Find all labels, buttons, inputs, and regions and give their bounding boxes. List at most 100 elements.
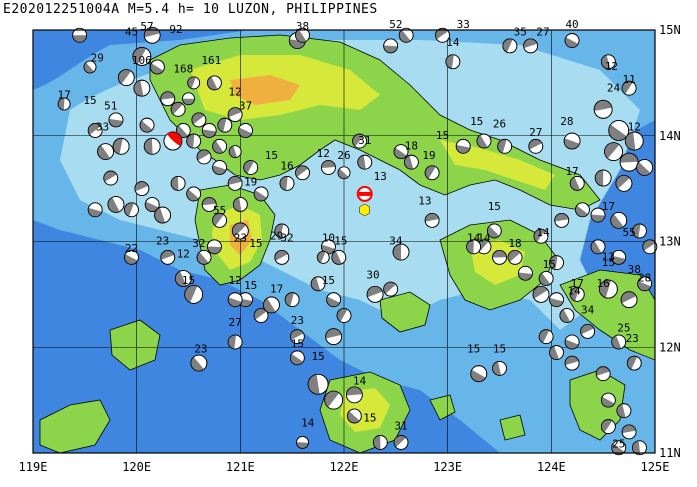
beachball — [231, 222, 249, 240]
beachball — [466, 239, 481, 255]
depth-label: 15 — [467, 343, 480, 356]
beachball — [201, 123, 217, 138]
beachball — [619, 152, 639, 172]
longitude-label: 122E — [330, 460, 359, 474]
beachball — [594, 169, 612, 187]
beachball — [324, 390, 344, 410]
beachball — [600, 54, 616, 70]
beachball — [175, 123, 191, 138]
beachball — [564, 334, 580, 350]
beachball — [87, 123, 103, 138]
beachball — [590, 239, 606, 255]
beachball — [486, 223, 502, 239]
beachball — [274, 223, 290, 239]
beachball — [57, 97, 71, 111]
depth-label: 13 — [418, 194, 431, 207]
beachball — [253, 308, 269, 323]
beachball — [182, 92, 195, 106]
depth-label: 15 — [265, 149, 278, 162]
depth-label: 14 — [568, 284, 582, 297]
depth-label: 23 — [234, 232, 247, 245]
beachball — [624, 131, 644, 151]
beachball — [186, 186, 202, 202]
beachball — [492, 249, 507, 265]
beachball — [289, 329, 305, 345]
beachball — [117, 69, 135, 86]
beachball — [533, 228, 549, 244]
depth-label: 15 — [363, 411, 376, 424]
depth-label: 28 — [560, 115, 573, 128]
beachball — [336, 308, 352, 323]
depth-label: 51 — [104, 99, 117, 112]
beachball — [331, 249, 347, 265]
beachball — [455, 138, 471, 154]
depth-label: 28 — [638, 272, 651, 285]
depth-label: 15 — [488, 200, 501, 213]
depth-label: 15 — [291, 337, 304, 350]
depth-label: 12 — [317, 147, 330, 160]
main-event — [163, 131, 373, 217]
epicenter-marker — [359, 203, 370, 217]
busuanga-island — [109, 319, 161, 371]
longitude-label: 123E — [433, 460, 462, 474]
longitude-label: 119E — [19, 460, 48, 474]
beachball — [295, 165, 310, 181]
beachball — [554, 212, 570, 228]
beachball — [212, 212, 228, 228]
beachball — [600, 392, 616, 408]
depth-label: 31 — [358, 134, 371, 147]
beachball — [160, 249, 176, 265]
beachball — [124, 249, 139, 265]
beachball — [227, 175, 243, 191]
beachball — [149, 59, 165, 75]
beachball — [107, 196, 125, 213]
depth-label: 38 — [296, 20, 309, 33]
beachball — [632, 440, 647, 456]
beachball — [295, 27, 310, 43]
beachball — [296, 436, 309, 449]
depth-label: 17 — [565, 165, 578, 178]
beachball — [424, 212, 440, 228]
depth-label: 26 — [337, 149, 350, 162]
depth-label: 33 — [457, 18, 470, 31]
beachball — [212, 138, 228, 154]
depth-label: 168 — [173, 62, 193, 75]
beachball — [559, 308, 575, 323]
beachball — [549, 292, 564, 308]
event-title: E202012251004A M=5.4 h= 10 LUZON, PHILIP… — [3, 2, 378, 17]
depth-label: 32 — [192, 237, 205, 250]
beachball — [615, 174, 633, 192]
depth-label: 12 — [605, 60, 618, 73]
depth-label: 19 — [422, 149, 435, 162]
depth-label: 14 — [353, 374, 367, 387]
beachball — [366, 285, 384, 303]
latitude-label: 11N — [659, 446, 681, 460]
beachball — [610, 211, 628, 229]
depth-label: 14 — [467, 232, 481, 245]
depth-label: 17 — [57, 89, 70, 102]
beachball — [507, 249, 523, 265]
beachball — [72, 27, 88, 43]
depth-label: 27 — [229, 316, 242, 329]
depth-label: 15 — [436, 129, 449, 142]
depth-label: 11 — [622, 73, 635, 86]
beachball — [502, 38, 518, 54]
beachball — [398, 27, 414, 43]
depth-label: 55 — [213, 204, 226, 217]
beachball — [549, 345, 564, 360]
beachball — [316, 250, 330, 264]
beachball — [626, 355, 642, 371]
beachball — [593, 99, 613, 119]
beachball — [279, 175, 295, 191]
beachball — [549, 255, 564, 271]
beachball — [190, 354, 208, 372]
depth-label: 14 — [477, 232, 491, 245]
depth-label: 16 — [597, 277, 610, 290]
latitude-label: 12N — [659, 340, 681, 354]
beachball — [307, 373, 329, 395]
depth-label: 24 — [607, 81, 621, 94]
beachball — [289, 350, 305, 366]
depth-label: 13 — [374, 170, 387, 183]
depth-label: 12 — [177, 247, 190, 260]
